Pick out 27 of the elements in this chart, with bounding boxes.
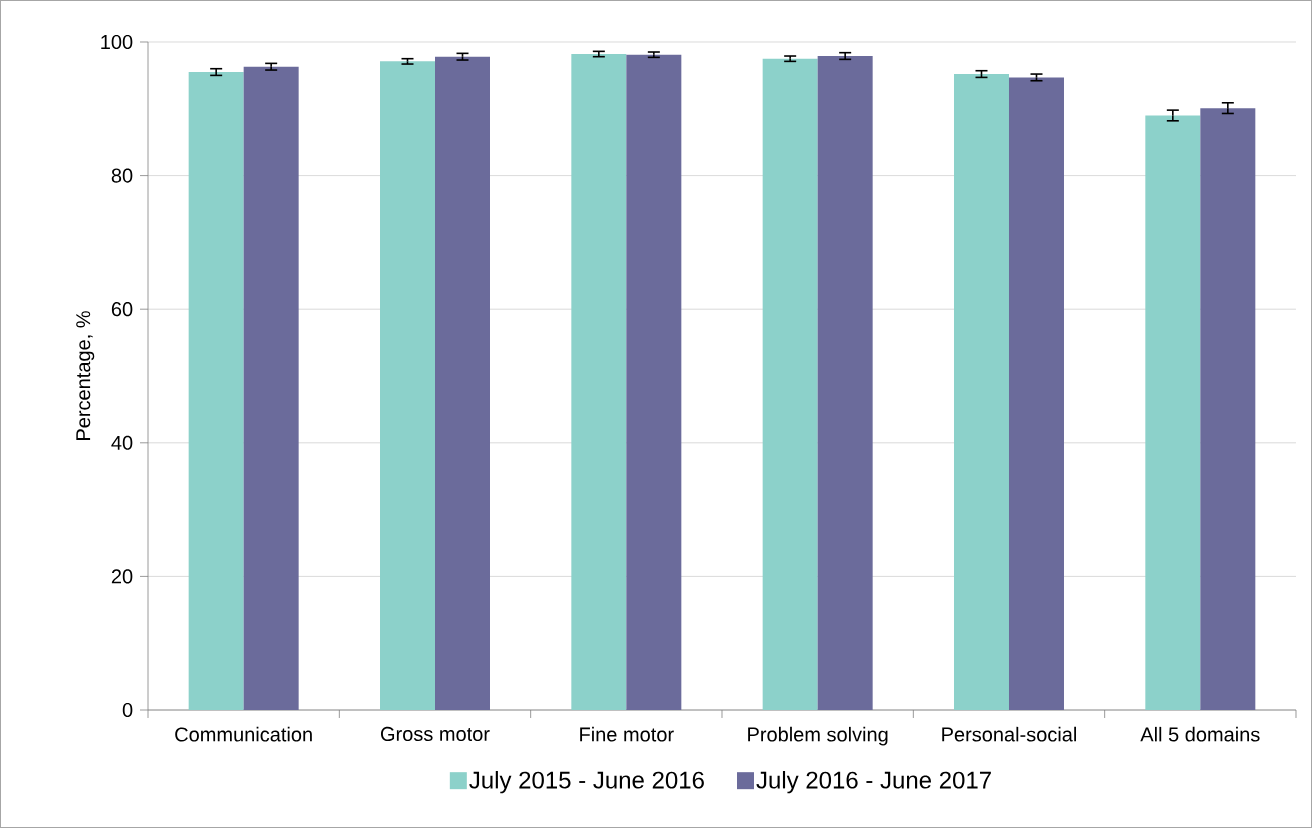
y-tick-label: 0 [122, 702, 133, 718]
y-tick-label: 60 [111, 302, 133, 317]
bar [1200, 108, 1256, 710]
bar [188, 72, 244, 710]
y-tick-label: 20 [111, 569, 133, 584]
y-axis-title: Percentage, % [76, 311, 95, 440]
x-tick-label: All 5 domains [1140, 726, 1260, 742]
x-tick-label: Gross motor [380, 726, 490, 742]
bar [435, 56, 490, 710]
bar [571, 54, 627, 710]
y-tick-label: 80 [111, 168, 133, 183]
bar [817, 56, 873, 710]
bar [1008, 77, 1064, 710]
bar [954, 74, 1009, 710]
bar [762, 58, 818, 710]
legend-label: July 2016 - June 2017 [756, 770, 991, 794]
x-tick-label: Fine motor [580, 726, 674, 742]
bar [626, 54, 682, 710]
x-tick-label: Problem solving [748, 726, 888, 746]
bar [380, 61, 435, 710]
x-tick-label: Personal-social [942, 726, 1076, 742]
y-tick-label: 100 [101, 34, 133, 50]
y-tick-label: 40 [111, 435, 133, 450]
x-tick-label: Communication [175, 726, 312, 742]
bar [1145, 115, 1201, 710]
legend-label: July 2015 - June 2016 [469, 770, 704, 794]
bar [243, 66, 299, 710]
